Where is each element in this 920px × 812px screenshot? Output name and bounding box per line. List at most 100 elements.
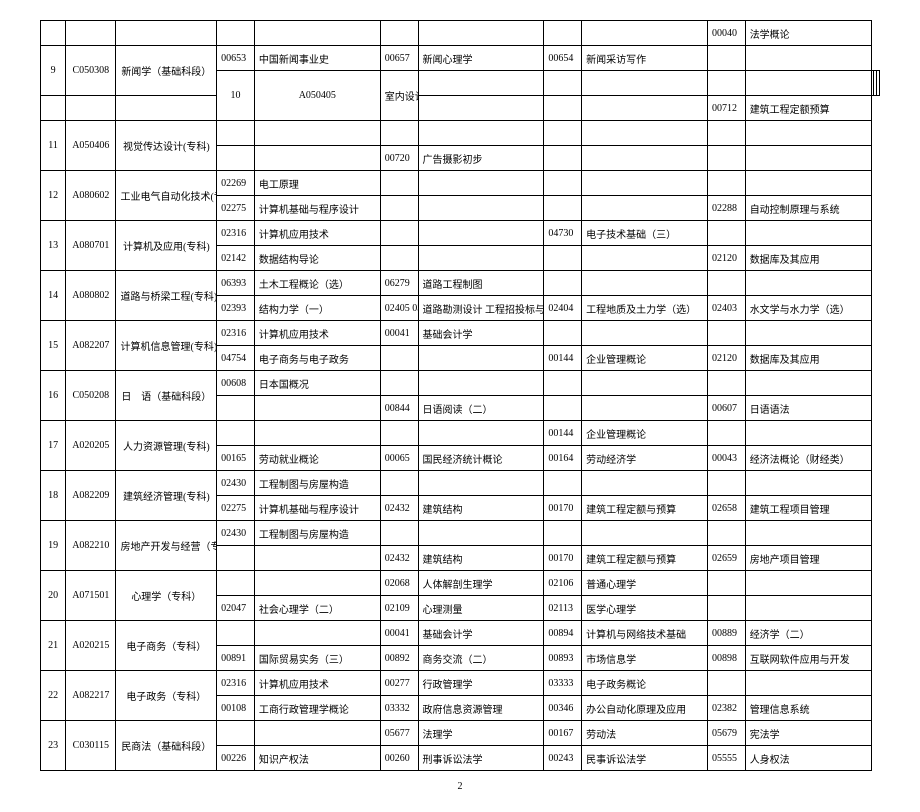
row-index: 11 — [41, 121, 66, 171]
course-name: 房地产项目管理 — [745, 546, 871, 571]
course-code: 00167 — [544, 721, 582, 746]
row-index — [41, 21, 66, 46]
course-name — [254, 146, 380, 171]
course-name: 人体解剖生理学 — [418, 571, 544, 596]
course-name: 企业管理概论 — [582, 421, 708, 446]
table-row: 13A080701计算机及应用(专科)02316计算机应用技术04730电子技术… — [41, 221, 880, 246]
course-code: 02432 — [380, 496, 418, 521]
course-name: 计算机应用技术 — [254, 671, 380, 696]
course-name: 基础会计学 — [418, 621, 544, 646]
course-name: 办公自动化原理及应用 — [582, 696, 708, 721]
course-name: 电子商务与电子政务 — [254, 346, 380, 371]
course-name — [745, 321, 871, 346]
course-code — [707, 121, 745, 146]
course-name — [418, 196, 544, 221]
course-name: 电工原理 — [254, 171, 380, 196]
course-code — [41, 96, 66, 121]
course-name: 日语语法 — [745, 396, 871, 421]
course-code — [544, 371, 582, 396]
major-name: 建筑经济管理(专科) — [116, 471, 217, 521]
course-name: 民事诉讼法学 — [582, 746, 708, 771]
major-name: 计算机及应用(专科) — [116, 221, 217, 271]
course-code — [380, 21, 418, 46]
course-code: 00226 — [217, 746, 255, 771]
course-code — [707, 671, 745, 696]
table-row: 17A020205人力资源管理(专科)00144企业管理概论 — [41, 421, 880, 446]
course-name — [254, 546, 380, 571]
course-code: 00720 — [380, 146, 418, 171]
course-code: 02269 — [217, 171, 255, 196]
course-name — [582, 521, 708, 546]
course-code — [544, 21, 582, 46]
row-index: 19 — [41, 521, 66, 571]
major-code: A050406 — [66, 121, 116, 171]
course-name: 劳动就业概论 — [254, 446, 380, 471]
course-code: 00891 — [217, 646, 255, 671]
course-code — [582, 71, 708, 96]
major-name: 电子商务（专科） — [116, 621, 217, 671]
course-code: 00654 — [544, 46, 582, 71]
course-code — [544, 171, 582, 196]
course-code — [116, 96, 217, 121]
course-name: 建筑工程项目管理 — [745, 496, 871, 521]
course-name: 管理信息系统 — [745, 696, 871, 721]
course-code: 00892 — [380, 646, 418, 671]
course-code: 04754 — [217, 346, 255, 371]
course-code: 02316 — [217, 671, 255, 696]
course-name: 国民经济统计概论 — [418, 446, 544, 471]
course-name — [745, 121, 871, 146]
course-code — [707, 321, 745, 346]
course-code: 00170 — [544, 496, 582, 521]
course-name — [877, 71, 880, 96]
course-name — [707, 71, 745, 96]
course-name: 行政管理学 — [418, 671, 544, 696]
course-name — [582, 96, 708, 121]
major-name: 室内设计(专科) — [380, 71, 418, 121]
course-code: 02275 — [217, 196, 255, 221]
table-row: 15A082207计算机信息管理(专科)02316计算机应用技术00041基础会… — [41, 321, 880, 346]
major-code — [66, 21, 116, 46]
course-code: 00041 — [380, 621, 418, 646]
row-index: 9 — [41, 46, 66, 96]
course-code: 02142 — [217, 246, 255, 271]
course-code: 02316 — [217, 221, 255, 246]
course-code: 02430 — [217, 521, 255, 546]
course-name: 数据库及其应用 — [745, 246, 871, 271]
major-name — [116, 21, 217, 46]
major-name: 房地产开发与经营（专科） — [116, 521, 217, 571]
course-name: 电子政务概论 — [582, 671, 708, 696]
course-name — [418, 346, 544, 371]
course-code — [217, 146, 255, 171]
course-name: 医学心理学 — [582, 596, 708, 621]
course-name: 社会心理学（二） — [254, 596, 380, 621]
course-name: 法理学 — [418, 721, 544, 746]
course-name: 互联网软件应用与开发 — [745, 646, 871, 671]
row-index: 14 — [41, 271, 66, 321]
course-name: 广告摄影初步 — [418, 146, 544, 171]
table-row: 18A082209建筑经济管理(专科)02430工程制图与房屋构造 — [41, 471, 880, 496]
course-name: 法学概论 — [745, 21, 871, 46]
course-name: 道路勘测设计 工程招投标与合同管理(选) — [418, 296, 544, 321]
course-name — [418, 171, 544, 196]
major-code: C050208 — [66, 371, 116, 421]
course-name: 经济法概论（财经类） — [745, 446, 871, 471]
course-name — [745, 421, 871, 446]
course-name — [582, 121, 708, 146]
course-name: 电子技术基础（三） — [582, 221, 708, 246]
course-name — [582, 21, 708, 46]
course-code: 00898 — [707, 646, 745, 671]
course-code — [217, 121, 255, 146]
course-name — [254, 121, 380, 146]
course-code: 02404 — [544, 296, 582, 321]
course-code: 02382 — [707, 696, 745, 721]
course-code: 02068 — [380, 571, 418, 596]
course-code — [707, 521, 745, 546]
major-name: 心理学（专科） — [116, 571, 217, 621]
course-code: 00043 — [707, 446, 745, 471]
course-name: 人身权法 — [745, 746, 871, 771]
course-name: 知识产权法 — [254, 746, 380, 771]
major-code: A082209 — [66, 471, 116, 521]
course-code: 00260 — [380, 746, 418, 771]
course-name — [582, 146, 708, 171]
course-code: 02316 — [217, 321, 255, 346]
